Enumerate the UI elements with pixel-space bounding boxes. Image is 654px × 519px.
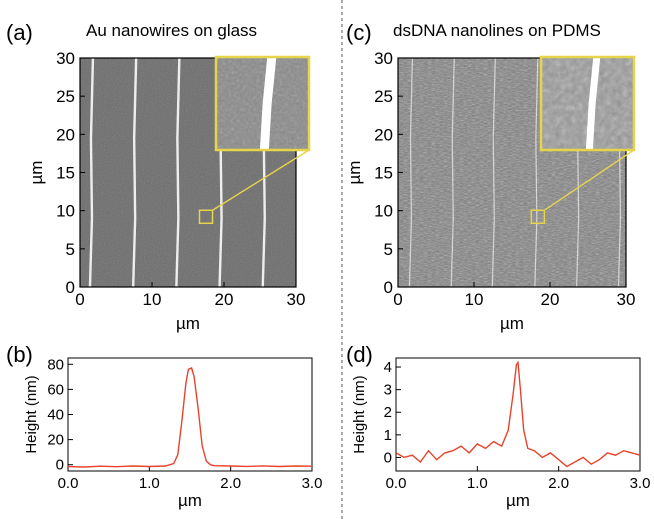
y-tick-label: 5 xyxy=(384,240,393,259)
y-tick-label: 40 xyxy=(47,407,64,424)
y-tick-label: 10 xyxy=(56,202,75,221)
panel-letter-b: (b) xyxy=(6,342,33,367)
x-tick-label: 3.0 xyxy=(630,475,651,492)
y-tick-label: 25 xyxy=(374,87,393,106)
y-tick-label: 2 xyxy=(384,404,392,421)
panel-title-c: dsDNA nanolines on PDMS xyxy=(393,21,601,40)
height-trace xyxy=(395,360,641,468)
nanowire-3 xyxy=(491,57,496,288)
height-profile-d: 0.0 1.0 2.0 3.0 0 1 2 3 4 µm Height (nm) xyxy=(351,357,651,510)
nanowire-1 xyxy=(88,57,95,288)
nanowire-2 xyxy=(450,57,455,288)
y-tick-label: 10 xyxy=(374,202,393,221)
x-tick-label: 2.0 xyxy=(220,475,241,492)
y-axis-label: Height (nm) xyxy=(23,375,40,453)
y-tick-label: 0 xyxy=(56,457,64,474)
plot-frame xyxy=(67,357,313,472)
panel-letter-d: (d) xyxy=(346,342,373,367)
zoom-inset-frame xyxy=(539,55,636,152)
zoom-inset-nanowire xyxy=(585,56,601,151)
x-tick-label: 30 xyxy=(617,290,636,309)
zoom-inset-nanowire xyxy=(259,56,277,151)
panel-title-a: Au nanowires on glass xyxy=(86,21,257,40)
y-tick-label: 15 xyxy=(56,164,75,183)
x-tick-label: 0.0 xyxy=(58,475,79,492)
y-tick-label: 15 xyxy=(374,164,393,183)
x-tick-label: 3.0 xyxy=(302,475,323,492)
zoom-inset-frame xyxy=(214,55,311,152)
nanowire-2 xyxy=(131,57,138,288)
highlight-box xyxy=(198,209,214,225)
y-tick-label: 0 xyxy=(384,449,392,466)
y-tick-label: 20 xyxy=(374,125,393,144)
y-axis-label: µm xyxy=(345,161,364,185)
x-tick-label: 0.0 xyxy=(386,475,407,492)
height-profile-b: 0.0 1.0 2.0 3.0 0 20 40 60 80 µm Height (nm) xyxy=(23,356,322,510)
panel-letter-c: (c) xyxy=(346,20,372,45)
x-tick-label: 30 xyxy=(287,290,306,309)
y-axis-label: Height (nm) xyxy=(351,375,368,453)
x-tick-label: 20 xyxy=(541,290,560,309)
y-tick-label: 0 xyxy=(66,278,75,297)
x-tick-label: 1.0 xyxy=(139,475,160,492)
y-tick-label: 0 xyxy=(384,278,393,297)
x-tick-label: 1.0 xyxy=(467,475,488,492)
y-tick-label: 20 xyxy=(47,432,64,449)
y-tick-label: 30 xyxy=(374,49,393,68)
y-tick-label: 4 xyxy=(384,359,392,376)
y-tick-label: 80 xyxy=(47,356,64,373)
x-tick-label: 10 xyxy=(465,290,484,309)
highlight-box xyxy=(530,209,546,225)
x-tick-label: 2.0 xyxy=(548,475,569,492)
nanowire-4 xyxy=(534,57,539,288)
y-tick-label: 5 xyxy=(66,240,75,259)
x-axis-label: µm xyxy=(506,491,530,510)
nanowire-3 xyxy=(175,57,181,288)
x-axis-label: µm xyxy=(176,314,200,333)
x-tick-label: 0 xyxy=(393,290,402,309)
x-axis-label: µm xyxy=(178,491,202,510)
y-tick-label: 1 xyxy=(384,427,392,444)
y-tick-label: 60 xyxy=(47,381,64,398)
y-tick-label: 20 xyxy=(56,125,75,144)
nanowire-1 xyxy=(408,57,414,288)
x-tick-label: 20 xyxy=(215,290,234,309)
zoom-connector xyxy=(543,149,635,211)
plot-frame xyxy=(395,357,641,472)
y-tick-label: 3 xyxy=(384,382,392,399)
x-tick-label: 10 xyxy=(143,290,162,309)
afm-image-c: 0 10 20 30 0 5 10 15 20 25 30 µm µm xyxy=(345,49,635,333)
x-tick-label: 0 xyxy=(75,290,84,309)
height-trace xyxy=(67,367,313,468)
panel-letter-a: (a) xyxy=(6,20,33,45)
y-tick-label: 30 xyxy=(56,49,75,68)
y-axis-label: µm xyxy=(27,161,46,185)
zoom-connector xyxy=(212,149,310,211)
afm-image-a: 0 10 20 30 0 5 10 15 20 25 30 µm µm xyxy=(27,49,311,333)
y-tick-label: 25 xyxy=(56,87,75,106)
x-axis-label: µm xyxy=(500,314,524,333)
